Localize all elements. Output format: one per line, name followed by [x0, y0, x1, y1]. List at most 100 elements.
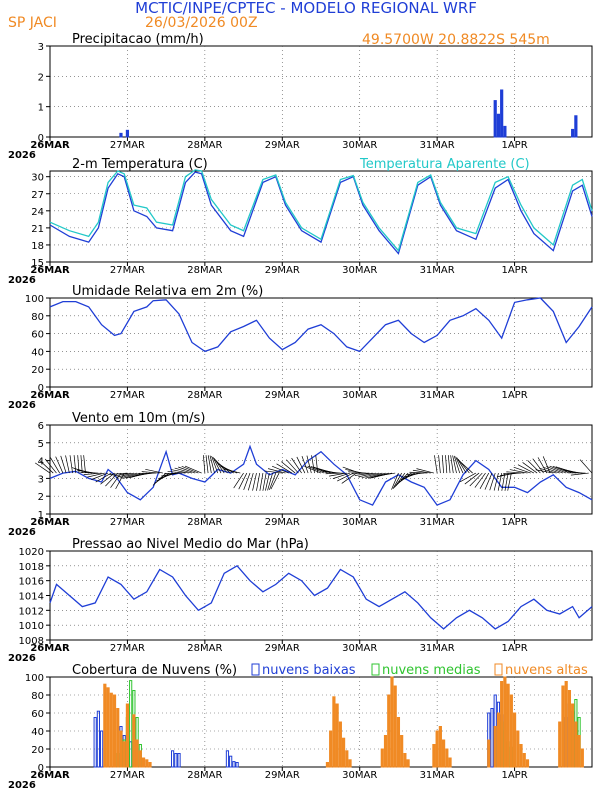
wind-barb [203, 455, 206, 474]
wind-barb [438, 455, 441, 474]
bar-nuvens-altas [390, 676, 394, 768]
wind-barb [174, 467, 193, 474]
bar-precipitacao [493, 100, 497, 138]
x-tick-label: 30MAR [342, 643, 377, 654]
bar-nuvens-altas [516, 730, 520, 768]
wind-barb [291, 457, 302, 474]
x-tick-label: 29MAR [265, 643, 300, 654]
bar-nuvens-altas [561, 685, 565, 768]
wind-barb [474, 472, 486, 488]
wind-barb [211, 456, 219, 474]
bar-precipitacao [496, 113, 501, 138]
y-tick-label: 1008 [19, 636, 44, 647]
bar-nuvens-altas [341, 737, 346, 768]
wind-barb [87, 472, 105, 478]
wind-barb [493, 472, 499, 491]
panel-title: Cobertura de Nuvens (%) [72, 663, 237, 678]
wind-barb [570, 472, 589, 476]
bar-nuvens-altas [493, 726, 497, 768]
wind-barb [181, 465, 199, 474]
y-tick-label: 2 [38, 492, 44, 503]
wind-barb [243, 472, 251, 491]
wind-barb [252, 472, 257, 491]
wind-barb [110, 472, 122, 488]
wind-barb [527, 460, 541, 474]
bar-nuvens-altas [432, 744, 436, 768]
x-year-label: 2026 [8, 400, 36, 411]
wind-barb [256, 472, 261, 491]
wind-barb [351, 472, 370, 475]
x-tick-label: 30MAR [342, 770, 377, 781]
wind-barb [501, 472, 506, 491]
wind-barb [164, 472, 183, 474]
y-tick-label: 24 [31, 207, 44, 218]
bar-nuvens-altas [132, 714, 136, 768]
wind-barb [44, 458, 57, 474]
wind-barb [325, 472, 344, 475]
bar-nuvens-altas [445, 748, 449, 768]
wind-barb [100, 472, 115, 485]
wind-barb [80, 455, 83, 474]
x-tick-label: 1APR [501, 770, 527, 781]
y-tick-label: 2 [38, 72, 44, 83]
wind-barb [95, 472, 112, 483]
bar-nuvens-altas [503, 676, 507, 768]
x-tick-label: 1APR [501, 265, 527, 276]
wind-barb [392, 472, 402, 490]
series-line-pressao [49, 564, 593, 630]
y-tick-label: 21 [31, 224, 44, 235]
panel-frame [49, 676, 593, 768]
bar-nuvens-altas [387, 694, 391, 768]
wind-barb [259, 473, 264, 491]
bar-nuvens-altas [329, 730, 333, 768]
wind-barb [220, 465, 238, 474]
wind-barb [112, 472, 131, 477]
x-year-label: 2026 [8, 653, 36, 664]
y-tick-label: 1010 [19, 621, 44, 632]
bar-nuvens-baixas [170, 750, 175, 768]
bar-precipitacao [571, 128, 575, 138]
wind-barb [116, 472, 134, 478]
wind-barb [459, 460, 473, 474]
wind-barb [119, 472, 138, 479]
y-tick-label: 100 [25, 673, 44, 684]
legend-label: nuvens baixas [262, 663, 356, 678]
y-tick-label: 100 [25, 294, 44, 305]
x-tick-label: 1APR [501, 140, 527, 151]
x-tick-label: 29MAR [265, 390, 300, 401]
bar-precipitacao [125, 129, 130, 138]
wind-barb [69, 455, 73, 474]
wind-barb [267, 468, 286, 474]
series-line-temperatura-aparente [49, 169, 593, 252]
y-tick-label: 0 [38, 383, 44, 394]
x-tick-label: 28MAR [187, 265, 222, 276]
x-tick-label: 31MAR [420, 265, 455, 276]
wind-barb [504, 472, 509, 491]
y-tick-label: 40 [31, 347, 44, 358]
wind-barb [484, 472, 493, 490]
legend-swatch [494, 663, 503, 676]
wind-barb [276, 463, 293, 474]
wind-barb [447, 455, 451, 474]
x-tick-label: 31MAR [420, 770, 455, 781]
x-tick-label: 31MAR [420, 517, 455, 528]
bar-nuvens-altas [380, 748, 384, 768]
x-tick-label: 29MAR [265, 517, 300, 528]
wind-barb [509, 469, 528, 474]
x-year-label: 2026 [8, 527, 36, 538]
legend-apparent-temp: Temperatura Aparente (C) [359, 157, 530, 172]
bar-nuvens-altas [564, 681, 568, 768]
panel-pressure: 26MAR 27MAR 28MAR 29MAR 30MAR 31MAR 1APR 2026 10… [8, 537, 593, 664]
wind-barb [535, 469, 554, 474]
wind-barb [123, 472, 141, 479]
x-tick-label: 30MAR [342, 265, 377, 276]
bar-nuvens-altas [558, 721, 562, 768]
wind-barb [522, 462, 538, 474]
x-year-label: 2026 [8, 780, 36, 791]
x-tick-label: 31MAR [420, 140, 455, 151]
bar-nuvens-altas [348, 759, 352, 768]
wind-barb [549, 465, 567, 474]
bar-nuvens-baixas [235, 762, 239, 768]
bar-nuvens-altas [519, 744, 523, 768]
